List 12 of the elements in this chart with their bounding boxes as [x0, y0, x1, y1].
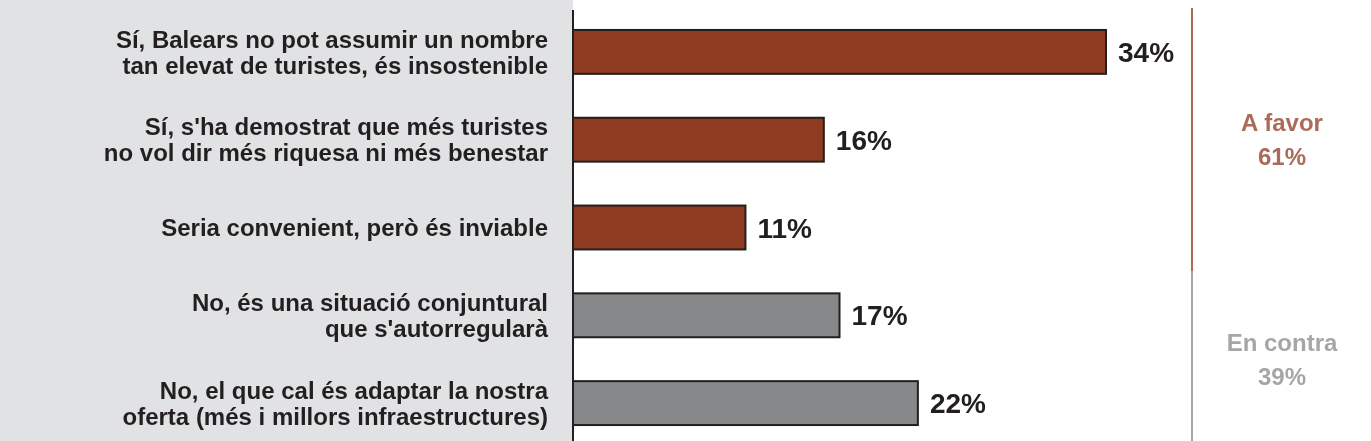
y-tick-label: No, és una situació conjuntural que s'autorregularà [191, 288, 549, 342]
data-label: 11% [757, 212, 813, 244]
text: En contra 39% [1226, 328, 1338, 390]
data-label: 16% [835, 124, 892, 156]
data-label: 22% [929, 388, 987, 420]
y-tick-label: Seria convenient, però és inviable [161, 214, 548, 242]
data-label: 17% [851, 300, 908, 332]
y-tick-label: Sí, s'ha demostrat que més turistes no vol dir més riquesa ni més benestar [103, 113, 548, 167]
data-label: 34% [1118, 36, 1175, 68]
y-tick-label: No, el que cal és adaptar la nostra oferta (més i millors infraestructures) [122, 376, 549, 430]
y-tick-label: Sí, Balears no pot assumir un nombre tan elevat de turistes, és insostenible [115, 25, 548, 79]
text: A favor 61% [1241, 109, 1323, 171]
